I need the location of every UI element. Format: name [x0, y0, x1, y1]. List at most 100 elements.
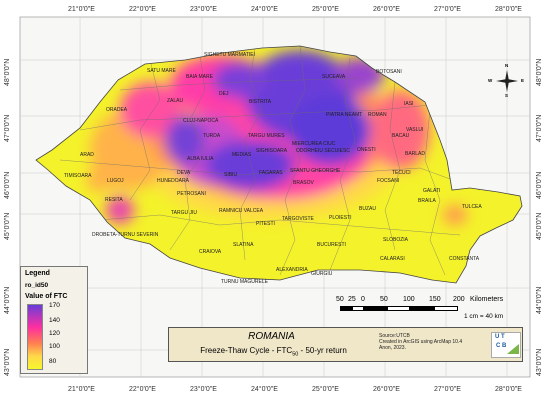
city-label: PETROSANI — [177, 191, 206, 197]
city-label: ZALAU — [167, 98, 184, 104]
city-label: RESITA — [105, 197, 123, 203]
city-label: BACAU — [392, 133, 410, 139]
scale-segment — [410, 306, 434, 311]
legend-tick: 120 — [49, 330, 60, 337]
lon-label: 23°0'0"E — [190, 386, 217, 393]
scale-segment — [434, 306, 458, 311]
scale-segment — [340, 306, 352, 311]
city-label: RAMNICU VALCEA — [219, 208, 264, 214]
city-label: VASLUI — [406, 127, 424, 133]
city-label: SLOBOZIA — [383, 237, 409, 243]
scale-bar: 50 25 0 50 100 150 200 Kilometers 1 cm =… — [336, 296, 540, 326]
lat-label: 44°0'0"N — [4, 286, 11, 314]
compass-icon — [496, 70, 518, 92]
city-label: TURNU MAGURELE — [221, 279, 268, 285]
city-label: CONSTANTA — [449, 256, 480, 262]
source-note: Source:UTCB Created in ArcGIS using ArcM… — [379, 333, 462, 351]
title-block: ROMANIA Freeze-Thaw Cycle - FTC50 - 50-y… — [168, 327, 523, 362]
city-label: TULCEA — [462, 204, 482, 210]
city-label: HUNEDOARA — [157, 178, 189, 184]
city-label: BARLAD — [405, 151, 426, 157]
compass-w: W — [488, 78, 493, 83]
city-label: BUZAU — [359, 206, 376, 212]
compass-n: N — [505, 63, 509, 68]
scale-segment — [352, 306, 364, 311]
logo-mark-icon — [507, 344, 519, 354]
city-label: ORADEA — [106, 107, 128, 113]
city-label: MEDIAS — [232, 152, 252, 158]
subtitle-main: Freeze-Thaw Cycle - FTC — [200, 346, 293, 355]
city-label: ONESTI — [357, 147, 376, 153]
lon-label: 27°0'0"E — [434, 6, 461, 13]
legend-tick: 170 — [49, 302, 60, 309]
city-label: TARGU JIU — [171, 210, 198, 216]
ftc-surface — [36, 46, 522, 283]
logo-text: U T — [495, 334, 505, 340]
city-label: BRASOV — [293, 180, 314, 186]
lat-label: 47°0'0"N — [4, 114, 11, 142]
county-borders — [59, 46, 481, 276]
legend-title: Legend — [25, 270, 50, 277]
scale-unit: Kilometers — [470, 296, 504, 303]
city-label: SLATINA — [233, 242, 254, 248]
city-label: ODORHEIU SECUIESC — [296, 148, 350, 154]
city-label: PIATRA NEAMT — [326, 112, 363, 118]
city-label: BUCURESTI — [317, 242, 346, 248]
scale-segment — [387, 306, 410, 311]
legend: Legend ro_id50 Value of FTC 170 140 120 … — [20, 266, 88, 374]
compass-s: S — [505, 93, 509, 98]
subtitle-tail: - 50-yr return — [298, 346, 347, 355]
lat-label: 48°0'0"N — [4, 58, 11, 86]
scale-label: 200 — [453, 296, 465, 303]
lon-label: 22°0'0"E — [129, 6, 156, 13]
map-title: ROMANIA — [248, 331, 295, 342]
city-label: SIGHETU MARMATIEI — [204, 52, 256, 58]
scale-label: 150 — [429, 296, 441, 303]
city-label: DEJ — [219, 91, 229, 97]
lat-label: 47°0'0"N — [536, 114, 543, 142]
city-label: SIGHISOARA — [256, 148, 288, 154]
city-label: BISTRITA — [249, 99, 272, 105]
legend-tick: 100 — [49, 343, 60, 350]
lon-label: 24°0'0"E — [251, 6, 278, 13]
city-label: ARAD — [80, 152, 94, 158]
city-label: ROMAN — [368, 112, 387, 118]
city-label: FAGARAS — [259, 170, 283, 176]
city-label: ALBA IULIA — [187, 156, 214, 162]
legend-tick: 80 — [49, 358, 57, 365]
lon-label: 22°0'0"E — [129, 386, 156, 393]
city-label: GIURGIU — [311, 271, 333, 277]
city-label: BRAILA — [418, 198, 436, 204]
lon-label: 28°0'0"E — [495, 386, 522, 393]
lat-label: 46°0'0"N — [536, 171, 543, 199]
lon-label: 25°0'0"E — [312, 6, 339, 13]
city-label: GALATI — [423, 188, 441, 194]
scale-label: 25 — [348, 296, 356, 303]
lat-label: 43°0'0"N — [536, 348, 543, 376]
scale-label: 0 — [361, 296, 365, 303]
city-label: TARGU MURES — [248, 133, 285, 139]
city-label: MIERCUREA CIUC — [292, 141, 336, 147]
north-arrow: N E S W — [488, 63, 524, 98]
legend-field-name: Value of FTC — [25, 293, 68, 300]
city-label: PLOIESTI — [329, 215, 352, 221]
lat-label: 43°0'0"N — [4, 348, 11, 376]
romania-outline — [35, 45, 523, 284]
city-label: CALARASI — [380, 256, 405, 262]
city-label: ALEXANDRIA — [276, 267, 308, 273]
city-label: SIBIU — [224, 172, 238, 178]
city-label: CLUJ-NAPOCA — [183, 118, 219, 124]
city-label: FOCSANI — [377, 178, 400, 184]
lon-label: 28°0'0"E — [495, 6, 522, 13]
scale-segment — [364, 306, 387, 311]
city-label: SATU MARE — [147, 68, 176, 74]
lat-label: 45°0'0"N — [536, 212, 543, 240]
city-label: BOTOSANI — [376, 69, 402, 75]
lat-label: 46°0'0"N — [4, 171, 11, 199]
source-line: Anon, 2023. — [379, 345, 406, 351]
city-label: TECUCI — [392, 170, 411, 176]
lon-label: 25°0'0"E — [312, 386, 339, 393]
compass-e: E — [521, 78, 525, 83]
